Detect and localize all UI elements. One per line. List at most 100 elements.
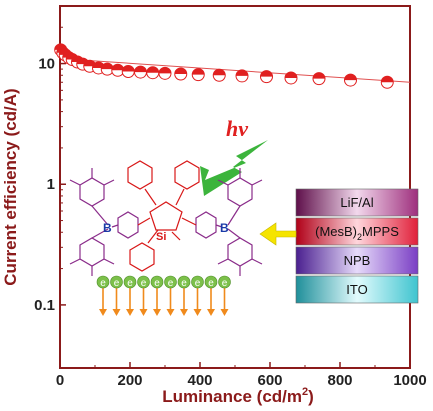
x-axis-unit-prefix: (cd/m [257,387,302,406]
electron-circle [150,275,164,289]
electron: e [110,275,123,316]
x-axis-title: Luminance (cd/m2) [162,386,314,406]
molecule-structure [69,160,263,276]
layer-label-npb: NPB [344,253,371,268]
x-tick-label: 200 [117,372,142,389]
layer-lif-al [295,188,419,217]
electron: e [137,275,150,316]
electron-arrowhead-icon [207,309,215,316]
electron-arrowhead-icon [153,309,161,316]
plot-frame [59,5,411,369]
electron-label: e [208,278,214,289]
electron: e [96,275,110,316]
electron-arrowhead-icon [112,309,121,316]
x-tick-label: 600 [257,372,282,389]
y-tick-label: 1 [47,176,55,193]
electron-label: e [127,278,133,289]
electron-label: e [181,278,187,289]
data-point-fill [213,69,226,76]
electron-arrowhead-icon [180,309,188,316]
electron-arrowhead-icon [193,309,202,316]
electron: e [150,275,164,316]
layer-label-lif: LiF/Al [340,195,373,210]
electron-label: e [141,278,147,289]
data-point-fill [192,68,205,75]
data-point [134,65,147,79]
lightning-bolt-icon [200,140,268,196]
x-tick-label: 400 [187,372,212,389]
electron-circle [123,275,137,289]
data-point-fill [174,67,187,74]
data-point-fill [101,63,114,70]
layer-emitter [295,217,419,246]
x-tick-label: 1000 [393,372,426,389]
electron-arrowhead-icon [99,309,107,316]
silicon-label: Si [156,231,166,243]
electron-arrowhead-icon [220,309,229,316]
x-axis-unit-superscript: 2 [302,386,308,398]
data-point-fill [122,65,135,72]
electron: e [177,275,191,316]
emitter-label-tail: MPPS [362,224,399,239]
data-point [191,68,205,82]
data-point [260,70,273,84]
data-point-fill [260,70,273,77]
electron-label: e [222,278,228,289]
electron-label: e [114,278,120,289]
emitter-label-main: (MesB) [315,224,357,239]
y-tick-label: 10 [38,56,55,73]
boron-right-label: B [220,221,229,235]
emitter-label-subscript: 2 [357,232,362,242]
data-point-fill [313,72,325,79]
axis-ticks: 0 200 400 600 800 1000 0.1 1 10 [34,5,427,389]
layer-label-ito: ITO [346,282,367,297]
x-axis-unit-suffix: ) [308,387,314,406]
electron: e [218,275,231,316]
layer-npb [295,246,419,275]
data-point [146,66,160,80]
data-point-fill [381,76,394,83]
electron-label: e [195,278,201,289]
x-tick-label: 800 [327,372,352,389]
data-point [380,75,394,89]
electron-circle [177,275,191,289]
data-point [344,73,357,87]
x-tick-label: 0 [56,372,64,389]
data-point [212,68,226,82]
electron-arrowhead-icon [139,309,148,316]
data-points [54,43,394,89]
data-point-fill [159,67,171,74]
data-point-fill [344,74,357,81]
data-point [284,71,298,85]
layer-label-emitter: (MesB)2MPPS [315,224,399,242]
data-point [174,67,188,81]
hv-label: hv [226,116,248,141]
y-axis-title: Current efficiency (cd/A) [1,88,20,285]
electron-arrowhead-icon [166,309,175,316]
electron-circle [96,275,110,289]
data-point [312,72,326,86]
electron-circle [204,275,218,289]
electron: e [164,275,177,316]
electron-circle [218,275,231,289]
device-stack: LiF/Al (MesB)2MPPS NPB ITO [295,188,419,304]
electron: e [191,275,204,316]
data-point-fill [83,60,96,67]
x-axis-label: Luminance [162,387,252,406]
electron-circle [137,275,150,289]
electron: e [123,275,137,316]
yellow-arrow-icon [259,222,297,246]
electron-label: e [168,278,174,289]
layer-ito [295,275,419,304]
data-point-fill [111,64,124,71]
data-point-fill [285,71,297,78]
electron: e [204,275,218,316]
electron-circle [164,275,177,289]
electron-label: e [154,278,160,289]
data-point-fill [134,66,147,73]
data-point-fill [146,66,159,73]
electron-label: e [100,278,106,289]
data-point [158,66,172,80]
